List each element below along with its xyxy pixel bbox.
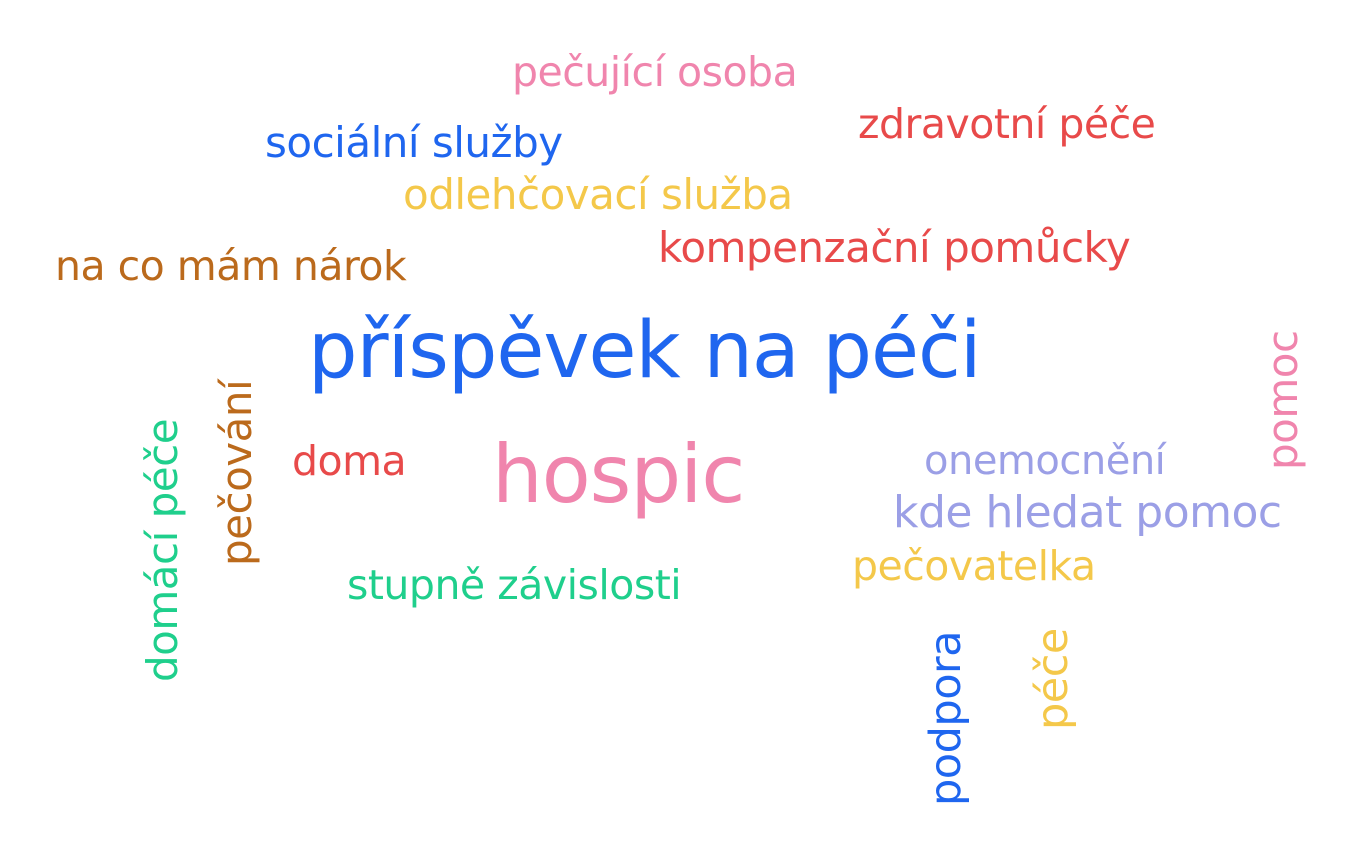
word-pecujici-osoba: pečující osoba xyxy=(512,48,798,96)
word-podpora: podpora xyxy=(921,630,971,806)
word-onemocneni: onemocnění xyxy=(924,438,1166,484)
word-hospic: hospic xyxy=(492,428,745,521)
word-socialni-sluzby: sociální služby xyxy=(265,118,563,167)
word-zdravotni-pece: zdravotní péče xyxy=(858,100,1156,148)
word-kompenzacni-pomucky: kompenzační pomůcky xyxy=(658,223,1131,272)
word-stupne-zavislosti: stupně závislosti xyxy=(347,561,682,609)
word-odlehcovaci-sluzba: odlehčovací služba xyxy=(403,170,793,219)
word-pomoc: pomoc xyxy=(1258,330,1307,470)
word-kde-hledat-pomoc: kde hledat pomoc xyxy=(893,487,1282,538)
word-doma: doma xyxy=(292,437,407,485)
word-prispevek-na-peci: příspěvek na péči xyxy=(308,306,982,396)
word-pecovani: pečování xyxy=(212,379,261,566)
word-na-co-mam-narok: na co mám nárok xyxy=(55,242,407,290)
word-domaci-pece: domácí péče xyxy=(138,418,187,682)
word-pece: péče xyxy=(1028,628,1078,730)
word-pecovatelka: pečovatelka xyxy=(852,542,1096,590)
